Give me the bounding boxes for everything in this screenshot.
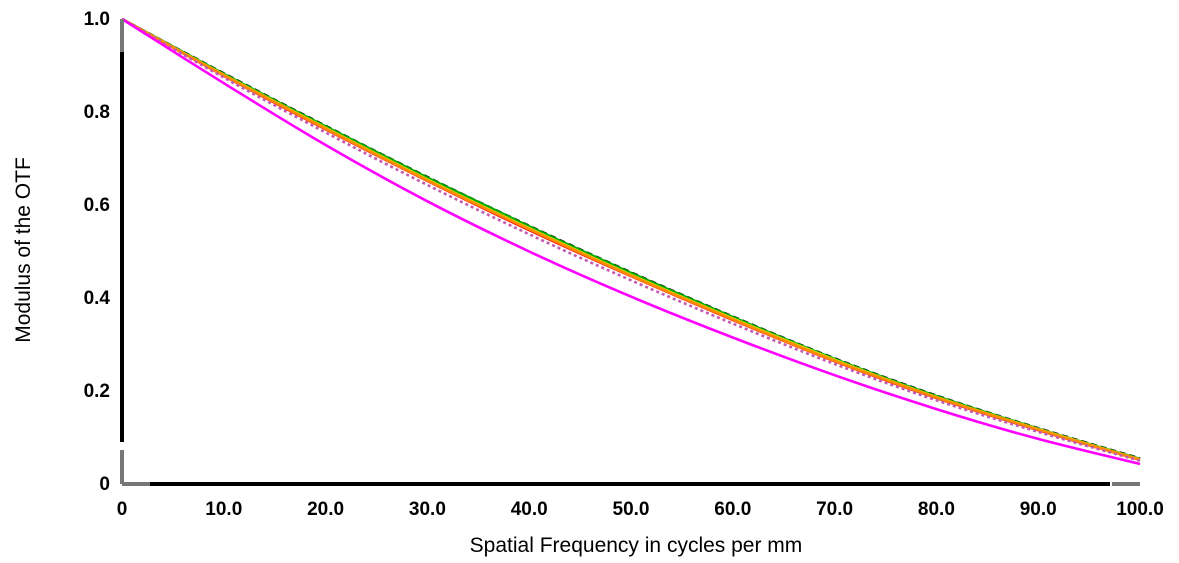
axes (120, 19, 1140, 486)
y-tick-label: 1.0 (84, 9, 110, 30)
x-tick-label: 100.0 (1116, 499, 1164, 520)
y-tick-label: 0 (99, 474, 110, 495)
x-tick-label: 0 (117, 499, 128, 520)
series-line-6 (121, 17, 1141, 463)
x-tick-label: 60.0 (714, 499, 751, 520)
series-line-2 (121, 17, 1141, 461)
x-axis-title: Spatial Frequency in cycles per mm (470, 534, 803, 557)
series-line-3 (121, 17, 1141, 461)
y-axis-title: Modulus of the OTF (12, 157, 35, 343)
series-line-7 (121, 17, 1141, 466)
y-tick-label: 0.4 (84, 288, 111, 309)
y-tick-label: 0.2 (84, 381, 110, 402)
series-line-1 (121, 17, 1141, 460)
y-tick-label: 0.8 (84, 102, 110, 123)
series-line-5 (121, 17, 1141, 462)
x-tick-label: 70.0 (816, 499, 853, 520)
tick-labels: 0 10.0 20.0 30.0 40.0 50.0 60.0 70.0 80.0 90.0 100… (84, 9, 1164, 520)
x-tick-label: 40.0 (511, 499, 548, 520)
series-line-4 (121, 17, 1141, 462)
x-tick-label: 20.0 (307, 499, 344, 520)
plot-lines (121, 17, 1141, 466)
x-tick-label: 30.0 (409, 499, 446, 520)
y-tick-label: 0.6 (84, 195, 110, 216)
x-tick-label: 90.0 (1020, 499, 1057, 520)
x-tick-label: 50.0 (613, 499, 650, 520)
x-tick-label: 80.0 (918, 499, 955, 520)
x-tick-label: 10.0 (205, 499, 242, 520)
